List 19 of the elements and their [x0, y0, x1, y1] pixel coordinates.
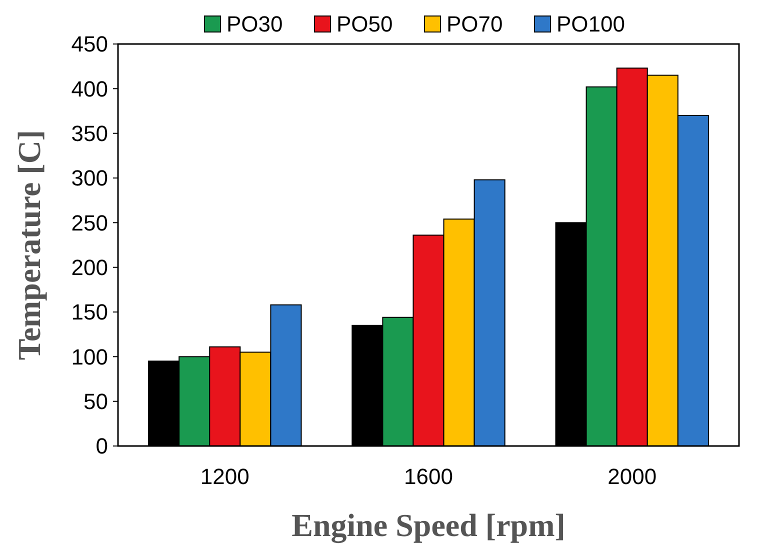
legend-label: PO70: [446, 12, 503, 37]
y-tick-label: 300: [71, 166, 108, 191]
x-tick-label: 1600: [404, 464, 453, 489]
y-tick-label: 350: [71, 121, 108, 146]
y-tick-label: 250: [71, 210, 108, 236]
y-axis-title: Temperature [C]: [11, 130, 47, 360]
y-tick-label: 200: [71, 255, 108, 280]
legend-label: PO100: [556, 12, 625, 37]
x-tick-label: 1200: [200, 464, 250, 489]
y-tick-label: 50: [84, 389, 108, 414]
legend-label: PO50: [336, 12, 393, 37]
y-tick-label: 0: [96, 434, 108, 459]
x-tick-label: 2000: [608, 464, 657, 489]
y-tick-label: 100: [71, 344, 108, 370]
y-tick-label: 450: [71, 32, 108, 57]
x-axis-title: Engine Speed [rpm]: [292, 507, 566, 544]
legend-label: PO30: [226, 12, 283, 37]
y-tick-label: 150: [71, 300, 108, 325]
y-tick-label: 400: [71, 76, 108, 102]
